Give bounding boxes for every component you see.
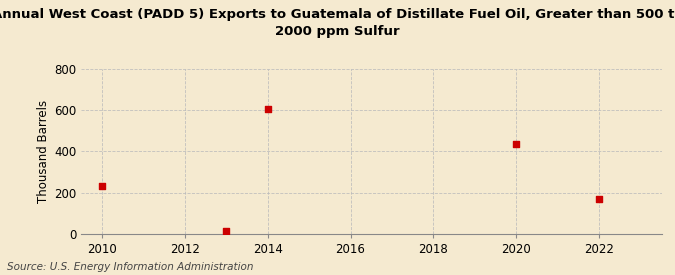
Point (594, 196, 605, 201)
Text: Source: U.S. Energy Information Administration: Source: U.S. Energy Information Administ… (7, 262, 253, 272)
Point (97, 184, 107, 188)
Y-axis label: Thousand Barrels: Thousand Barrels (36, 100, 50, 203)
Text: Annual West Coast (PADD 5) Exports to Guatemala of Distillate Fuel Oil, Greater : Annual West Coast (PADD 5) Exports to Gu… (0, 8, 675, 38)
Point (511, 142, 522, 146)
Point (221, 229, 232, 233)
Point (262, 107, 273, 111)
